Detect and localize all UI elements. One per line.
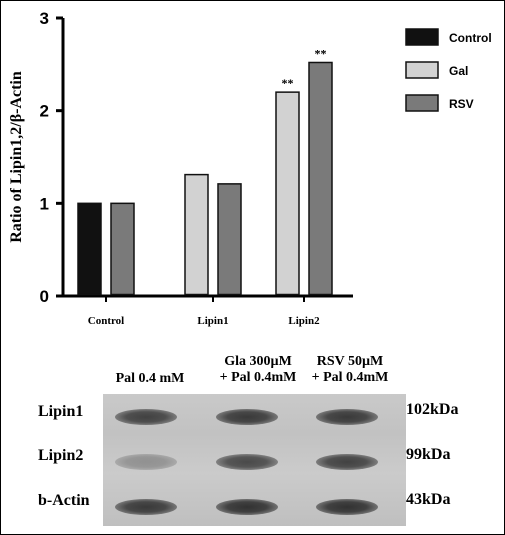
significance-label: **: [282, 76, 294, 90]
bar: [184, 173, 209, 296]
bar: [217, 183, 242, 296]
blot-column-header-3: RSV 50µM + Pal 0.4mM: [300, 354, 400, 386]
blot-band: [115, 454, 177, 470]
blot-size-lipin1: 102kDa: [406, 401, 459, 418]
blot-column-1-line1: Pal 0.4 mM: [115, 371, 185, 386]
blot-column-3-line2: + Pal 0.4mM: [311, 370, 389, 385]
x-tick-label: Lipin2: [288, 315, 320, 327]
y-axis-title: Ratio of Lipin1,2/β-Actin: [8, 71, 25, 243]
bar: [275, 91, 300, 296]
legend-label: Control: [449, 31, 492, 45]
blot-column-2-line2: + Pal 0.4mM: [219, 370, 297, 385]
blot-image: [103, 394, 406, 526]
blot-band: [316, 499, 378, 515]
blot-size-lipin2: 99kDa: [406, 446, 451, 463]
bar-chart: 0 1 2 3 Ratio of Lipin1,2/β-Actin Control Lipi…: [8, 9, 492, 327]
x-tick-label: Control: [88, 315, 124, 327]
blot-column-header-1: Pal 0.4 mM: [100, 371, 200, 387]
blot-band: [216, 454, 278, 470]
legend-label: RSV: [449, 97, 474, 111]
significance-label: **: [315, 46, 327, 60]
blot-band: [216, 499, 278, 515]
blot-band: [316, 454, 378, 470]
blot-size-actin: 43kDa: [406, 491, 451, 508]
y-tick-label: 1: [40, 194, 49, 213]
legend-swatch: [405, 61, 439, 79]
blot-band: [115, 409, 177, 425]
bar: [77, 202, 102, 296]
x-tick-label: Lipin1: [197, 315, 228, 327]
blot-band: [115, 499, 177, 515]
blot-band: [316, 409, 378, 425]
blot-column-3-line1: RSV 50µM: [316, 354, 384, 369]
y-tick-label: 2: [40, 102, 49, 121]
legend-swatch: [405, 94, 439, 112]
legend-label: Gal: [449, 64, 468, 78]
bar: [308, 61, 333, 296]
blot-row-label-lipin2: Lipin2: [38, 447, 84, 464]
blot-row-label-lipin1: Lipin1: [38, 403, 84, 420]
y-tick-label: 3: [40, 9, 49, 28]
y-tick-label: 0: [40, 287, 49, 306]
western-blot: Pal 0.4 mM Gla 300µM + Pal 0.4mM RSV 50µ…: [38, 346, 504, 532]
blot-column-header-2: Gla 300µM + Pal 0.4mM: [208, 354, 308, 386]
legend-swatch: [405, 28, 439, 46]
blot-column-2-line1: Gla 300µM: [224, 354, 292, 369]
bar: [110, 202, 135, 296]
blot-row-label-actin: b-Actin: [38, 492, 90, 509]
blot-band: [216, 409, 278, 425]
